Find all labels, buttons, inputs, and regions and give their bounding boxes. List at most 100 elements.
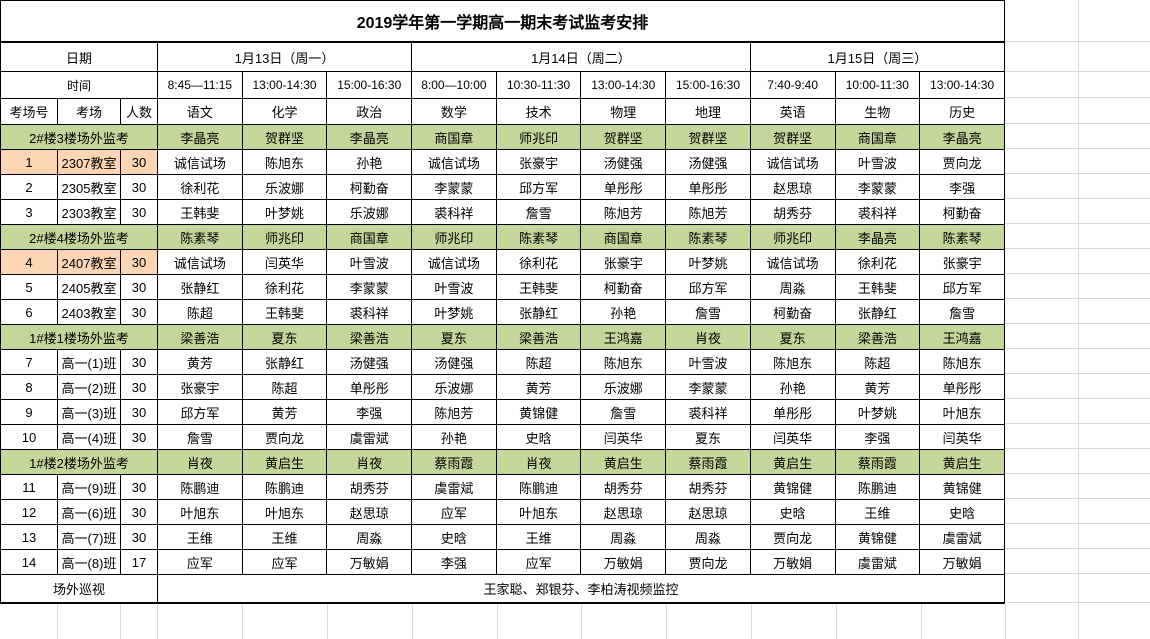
invigilator-cell[interactable]: 陈旭芳 [411, 399, 497, 425]
supervisor-cell[interactable]: 夏东 [241, 324, 328, 350]
invigilator-cell[interactable]: 贾向龙 [919, 149, 1005, 175]
subject-header-cell[interactable]: 英语 [749, 98, 836, 125]
invigilator-cell[interactable]: 黄芳 [834, 374, 921, 400]
date-label-cell[interactable]: 日期 [0, 41, 158, 72]
invigilator-cell[interactable]: 叶旭东 [495, 499, 582, 525]
invigilator-cell[interactable]: 柯勤奋 [749, 299, 836, 325]
invigilator-cell[interactable]: 史晗 [919, 499, 1005, 525]
supervisor-cell[interactable]: 梁善浩 [326, 324, 413, 350]
invigilator-cell[interactable]: 乐波娜 [580, 374, 667, 400]
count-cell[interactable]: 30 [120, 174, 158, 200]
room-no-cell[interactable]: 9 [0, 399, 58, 425]
invigilator-cell[interactable]: 叶旭东 [919, 399, 1005, 425]
invigilator-cell[interactable]: 黄锦健 [749, 474, 836, 500]
invigilator-cell[interactable]: 黄锦健 [834, 524, 921, 550]
invigilator-cell[interactable]: 虞雷斌 [326, 424, 413, 450]
invigilator-cell[interactable]: 单彤彤 [326, 374, 413, 400]
invigilator-cell[interactable]: 邱方军 [495, 174, 582, 200]
invigilator-cell[interactable]: 徐利花 [241, 274, 328, 300]
invigilator-cell[interactable]: 裘科祥 [411, 199, 497, 225]
invigilator-cell[interactable]: 乐波娜 [411, 374, 497, 400]
invigilator-cell[interactable]: 詹雪 [919, 299, 1005, 325]
time-header-cell[interactable]: 10:00-11:30 [834, 71, 921, 99]
supervisor-cell[interactable]: 李晶亮 [834, 224, 921, 250]
supervisor-cell[interactable]: 肖夜 [665, 324, 751, 350]
invigilator-cell[interactable]: 陈超 [241, 374, 328, 400]
room-no-cell[interactable]: 3 [0, 199, 58, 225]
supervisor-cell[interactable]: 贺群坚 [580, 124, 667, 150]
supervisor-cell[interactable]: 肖夜 [157, 449, 243, 475]
count-cell[interactable]: 30 [120, 499, 158, 525]
invigilator-cell[interactable]: 夏东 [665, 424, 751, 450]
room-no-cell[interactable]: 8 [0, 374, 58, 400]
invigilator-cell[interactable]: 王韩斐 [495, 274, 582, 300]
supervisor-cell[interactable]: 李晶亮 [157, 124, 243, 150]
invigilator-cell[interactable]: 贾向龙 [749, 524, 836, 550]
invigilator-cell[interactable]: 孙艳 [326, 149, 413, 175]
invigilator-cell[interactable]: 邱方军 [919, 274, 1005, 300]
invigilator-cell[interactable]: 胡秀芬 [326, 474, 413, 500]
room-cell[interactable]: 高一(4)班 [57, 424, 121, 450]
invigilator-cell[interactable]: 詹雪 [665, 299, 751, 325]
count-cell[interactable]: 30 [120, 299, 158, 325]
room-no-cell[interactable]: 7 [0, 349, 58, 375]
invigilator-cell[interactable]: 张静红 [157, 274, 243, 300]
invigilator-cell[interactable]: 叶雪波 [326, 249, 413, 275]
invigilator-cell[interactable]: 乐波娜 [241, 174, 328, 200]
subject-header-cell[interactable]: 数学 [411, 98, 497, 125]
count-cell[interactable]: 30 [120, 474, 158, 500]
room-no-cell[interactable]: 14 [0, 549, 58, 575]
invigilator-cell[interactable]: 陈旭芳 [580, 199, 667, 225]
supervisor-cell[interactable]: 黄启生 [580, 449, 667, 475]
invigilator-cell[interactable]: 赵思琼 [326, 499, 413, 525]
invigilator-cell[interactable]: 王韩斐 [241, 299, 328, 325]
room-cell[interactable]: 2403教室 [57, 299, 121, 325]
invigilator-cell[interactable]: 柯勤奋 [580, 274, 667, 300]
invigilator-cell[interactable]: 胡秀芬 [665, 474, 751, 500]
time-header-cell[interactable]: 13:00-14:30 [580, 71, 667, 99]
invigilator-cell[interactable]: 汤健强 [665, 149, 751, 175]
invigilator-cell[interactable]: 叶旭东 [157, 499, 243, 525]
invigilator-cell[interactable]: 黄芳 [241, 399, 328, 425]
count-cell[interactable]: 30 [120, 149, 158, 175]
count-cell[interactable]: 30 [120, 524, 158, 550]
invigilator-cell[interactable]: 汤健强 [580, 149, 667, 175]
invigilator-cell[interactable]: 赵思琼 [665, 499, 751, 525]
invigilator-cell[interactable]: 裘科祥 [326, 299, 413, 325]
invigilator-cell[interactable]: 李蒙蒙 [326, 274, 413, 300]
room-no-cell[interactable]: 1 [0, 149, 58, 175]
supervisor-cell[interactable]: 黄启生 [749, 449, 836, 475]
invigilator-cell[interactable]: 张豪宇 [157, 374, 243, 400]
supervisor-cell[interactable]: 李晶亮 [919, 124, 1005, 150]
room-no-cell[interactable]: 4 [0, 249, 58, 275]
supervisor-cell[interactable]: 师兆印 [411, 224, 497, 250]
invigilator-cell[interactable]: 李强 [919, 174, 1005, 200]
invigilator-cell[interactable]: 王韩斐 [157, 199, 243, 225]
invigilator-cell[interactable]: 陈旭芳 [665, 199, 751, 225]
time-header-cell[interactable]: 15:00-16:30 [665, 71, 751, 99]
supervisor-cell[interactable]: 肖夜 [326, 449, 413, 475]
room-no-cell[interactable]: 6 [0, 299, 58, 325]
room-cell[interactable]: 2303教室 [57, 199, 121, 225]
invigilator-cell[interactable]: 王维 [495, 524, 582, 550]
invigilator-cell[interactable]: 周淼 [326, 524, 413, 550]
invigilator-cell[interactable]: 陈鹏迪 [241, 474, 328, 500]
invigilator-cell[interactable]: 邱方军 [665, 274, 751, 300]
invigilator-cell[interactable]: 徐利花 [834, 249, 921, 275]
invigilator-cell[interactable]: 黄锦健 [919, 474, 1005, 500]
invigilator-cell[interactable]: 叶梦姚 [241, 199, 328, 225]
supervisor-cell[interactable]: 夏东 [749, 324, 836, 350]
time-header-cell[interactable]: 10:30-11:30 [495, 71, 582, 99]
supervisor-cell[interactable]: 陈素琴 [157, 224, 243, 250]
date-header-cell[interactable]: 1月13日（周一） [156, 41, 413, 72]
invigilator-cell[interactable]: 胡秀芬 [580, 474, 667, 500]
supervisor-cell[interactable]: 陈素琴 [919, 224, 1005, 250]
invigilator-cell[interactable]: 裘科祥 [665, 399, 751, 425]
room-no-cell[interactable]: 11 [0, 474, 58, 500]
subject-header-cell[interactable]: 语文 [157, 98, 243, 125]
invigilator-cell[interactable]: 张静红 [241, 349, 328, 375]
invigilator-cell[interactable]: 万敏娟 [580, 549, 667, 575]
room-no-cell[interactable]: 13 [0, 524, 58, 550]
supervisor-cell[interactable]: 贺群坚 [665, 124, 751, 150]
invigilator-cell[interactable]: 叶梦姚 [834, 399, 921, 425]
